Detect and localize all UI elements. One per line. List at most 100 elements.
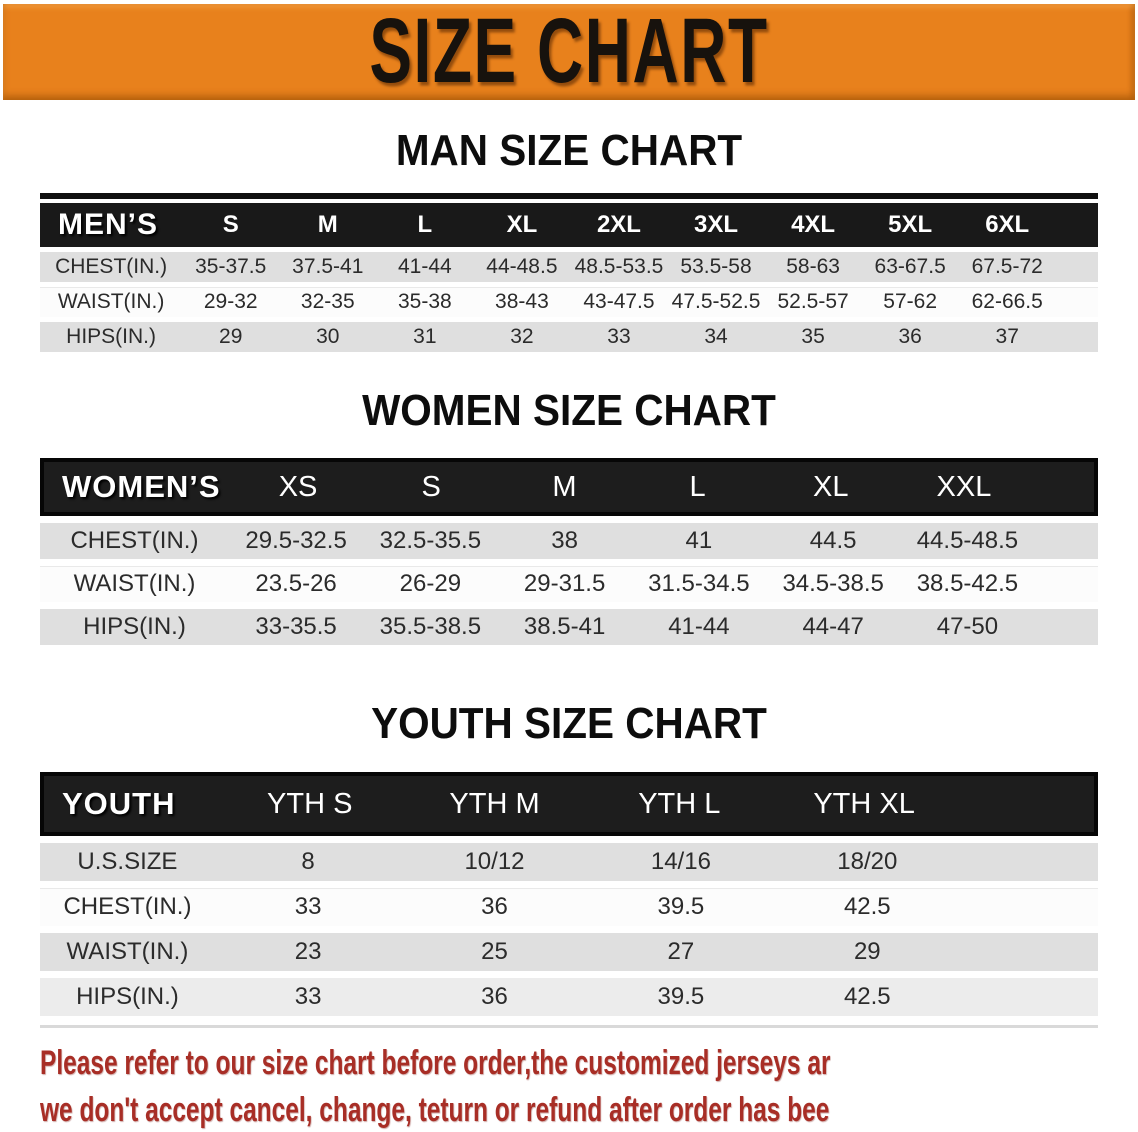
column-header: XS bbox=[278, 470, 318, 503]
table-cell: 41 bbox=[685, 527, 713, 554]
row-label: CHEST(IN.) bbox=[63, 893, 192, 920]
table-cell: 48.5-53.5 bbox=[574, 255, 664, 278]
table-cell: 42.5 bbox=[843, 983, 891, 1010]
table-cell: 39.5 bbox=[657, 983, 705, 1010]
column-header: YTH M bbox=[449, 787, 540, 820]
table-cell: 25 bbox=[481, 938, 508, 965]
table-cell: 35-37.5 bbox=[195, 255, 267, 278]
table-cell: 29 bbox=[853, 938, 881, 965]
table-cell: 37.5-41 bbox=[292, 255, 364, 278]
men-size-table: MEN’S S M L XL 2XL 3XL 4XL 5XL 6XL CHEST… bbox=[40, 193, 1098, 352]
table-cell: 8 bbox=[301, 848, 315, 875]
column-header: L bbox=[417, 211, 433, 238]
table-cell: 38 bbox=[551, 527, 578, 554]
disclaimer-line-2: we don't accept cancel, change, teturn o… bbox=[40, 1091, 831, 1129]
women-group-label: WOMEN’S bbox=[62, 469, 221, 504]
table-cell: 63-67.5 bbox=[874, 255, 946, 278]
banner: SIZE CHART bbox=[3, 0, 1135, 102]
table-cell: 53.5-58 bbox=[680, 255, 752, 278]
column-header: 4XL bbox=[791, 211, 836, 238]
table-cell: 29.5-32.5 bbox=[245, 527, 347, 554]
table-cell: 35.5-38.5 bbox=[379, 613, 482, 640]
row-label: CHEST(IN.) bbox=[55, 255, 168, 278]
table-cell: 31.5-34.5 bbox=[648, 570, 750, 597]
row-label: WAIST(IN.) bbox=[57, 290, 165, 313]
table-cell: 23.5-26 bbox=[255, 570, 337, 597]
table-cell: 34 bbox=[704, 325, 728, 348]
men-section-heading: MAN SIZE CHART bbox=[395, 126, 743, 175]
table-cell: 39.5 bbox=[657, 893, 705, 920]
table-cell: 33 bbox=[294, 893, 322, 920]
table-cell: 29-32 bbox=[203, 290, 258, 313]
table-cell: 47.5-52.5 bbox=[671, 290, 761, 313]
men-group-label: MEN’S bbox=[58, 208, 159, 241]
youth-hips-row: HIPS(IN.) 33 36 39.5 42.5 bbox=[40, 978, 1098, 1016]
table-cell: 36 bbox=[898, 325, 922, 348]
youth-ussize-row: U.S.SIZE 8 10/12 14/16 18/20 bbox=[40, 843, 1098, 881]
table-cell: 41-44 bbox=[397, 255, 452, 278]
table-cell: 62-66.5 bbox=[971, 290, 1043, 313]
youth-size-table: YOUTH YTH S YTH M YTH L YTH XL U.S.SIZE … bbox=[40, 772, 1098, 1016]
women-waist-row: WAIST(IN.) 23.5-26 26-29 29-31.5 31.5-34… bbox=[40, 566, 1098, 602]
youth-section-heading: YOUTH SIZE CHART bbox=[371, 699, 767, 748]
table-cell: 37 bbox=[995, 325, 1019, 348]
table-cell: 26-29 bbox=[399, 570, 462, 597]
column-header: YTH L bbox=[638, 787, 721, 820]
table-cell: 36 bbox=[481, 983, 508, 1010]
table-cell: 14/16 bbox=[650, 848, 711, 875]
table-cell: 32-35 bbox=[300, 290, 355, 313]
men-waist-row: WAIST(IN.) 29-32 32-35 35-38 38-43 43-47… bbox=[40, 287, 1098, 317]
column-header: 2XL bbox=[596, 211, 641, 238]
table-top-rule bbox=[40, 193, 1098, 199]
row-label: HIPS(IN.) bbox=[83, 613, 186, 640]
table-cell: 31 bbox=[413, 325, 437, 348]
table-cell: 32.5-35.5 bbox=[379, 527, 482, 554]
women-table-header: WOMEN’S XS S M L XL XXL bbox=[40, 458, 1098, 516]
women-size-table: WOMEN’S XS S M L XL XXL CHEST(IN.) 29.5-… bbox=[40, 458, 1098, 645]
table-cell: 23 bbox=[294, 938, 322, 965]
table-cell: 42.5 bbox=[843, 893, 891, 920]
table-cell: 29-31.5 bbox=[523, 570, 606, 597]
table-cell: 29 bbox=[219, 325, 243, 348]
column-header: XXL bbox=[936, 470, 992, 503]
column-header: M bbox=[552, 470, 577, 503]
row-label: CHEST(IN.) bbox=[70, 527, 199, 554]
column-header: XL bbox=[813, 470, 849, 503]
column-header: 5XL bbox=[888, 211, 933, 238]
column-header: YTH S bbox=[267, 787, 353, 820]
table-cell: 33-35.5 bbox=[255, 613, 337, 640]
column-header: S bbox=[222, 211, 239, 238]
column-header: XL bbox=[506, 211, 538, 238]
page-title: SIZE CHART bbox=[369, 0, 769, 103]
table-cell: 38-43 bbox=[495, 290, 549, 313]
table-cell: 35 bbox=[801, 325, 825, 348]
table-cell: 10/12 bbox=[464, 848, 525, 875]
table-cell: 44-47 bbox=[802, 613, 864, 640]
table-cell: 57-62 bbox=[883, 290, 938, 313]
table-cell: 67.5-72 bbox=[971, 255, 1043, 278]
table-cell: 36 bbox=[481, 893, 508, 920]
table-cell: 47-50 bbox=[936, 613, 999, 640]
men-table-header: MEN’S S M L XL 2XL 3XL 4XL 5XL 6XL bbox=[40, 203, 1098, 247]
women-section-heading: WOMEN SIZE CHART bbox=[362, 386, 776, 435]
table-cell: 38.5-42.5 bbox=[916, 570, 1019, 597]
bottom-divider bbox=[40, 1025, 1098, 1028]
column-header: L bbox=[689, 470, 706, 503]
table-cell: 38.5-41 bbox=[523, 613, 606, 640]
table-cell: 27 bbox=[667, 938, 695, 965]
column-header: 6XL bbox=[985, 211, 1030, 238]
men-chest-row: CHEST(IN.) 35-37.5 37.5-41 41-44 44-48.5… bbox=[40, 252, 1098, 282]
table-cell: 58-63 bbox=[786, 255, 840, 278]
table-cell: 52.5-57 bbox=[777, 290, 849, 313]
men-hips-row: HIPS(IN.) 29 30 31 32 33 34 35 36 37 bbox=[40, 322, 1098, 352]
row-label: HIPS(IN.) bbox=[76, 983, 179, 1010]
column-header: M bbox=[317, 211, 338, 238]
row-label: WAIST(IN.) bbox=[73, 570, 196, 597]
table-cell: 44.5-48.5 bbox=[916, 527, 1019, 554]
table-cell: 41-44 bbox=[668, 613, 730, 640]
table-cell: 43-47.5 bbox=[583, 290, 655, 313]
column-header: YTH XL bbox=[813, 787, 915, 820]
youth-waist-row: WAIST(IN.) 23 25 27 29 bbox=[40, 933, 1098, 971]
column-header: 3XL bbox=[694, 211, 739, 238]
